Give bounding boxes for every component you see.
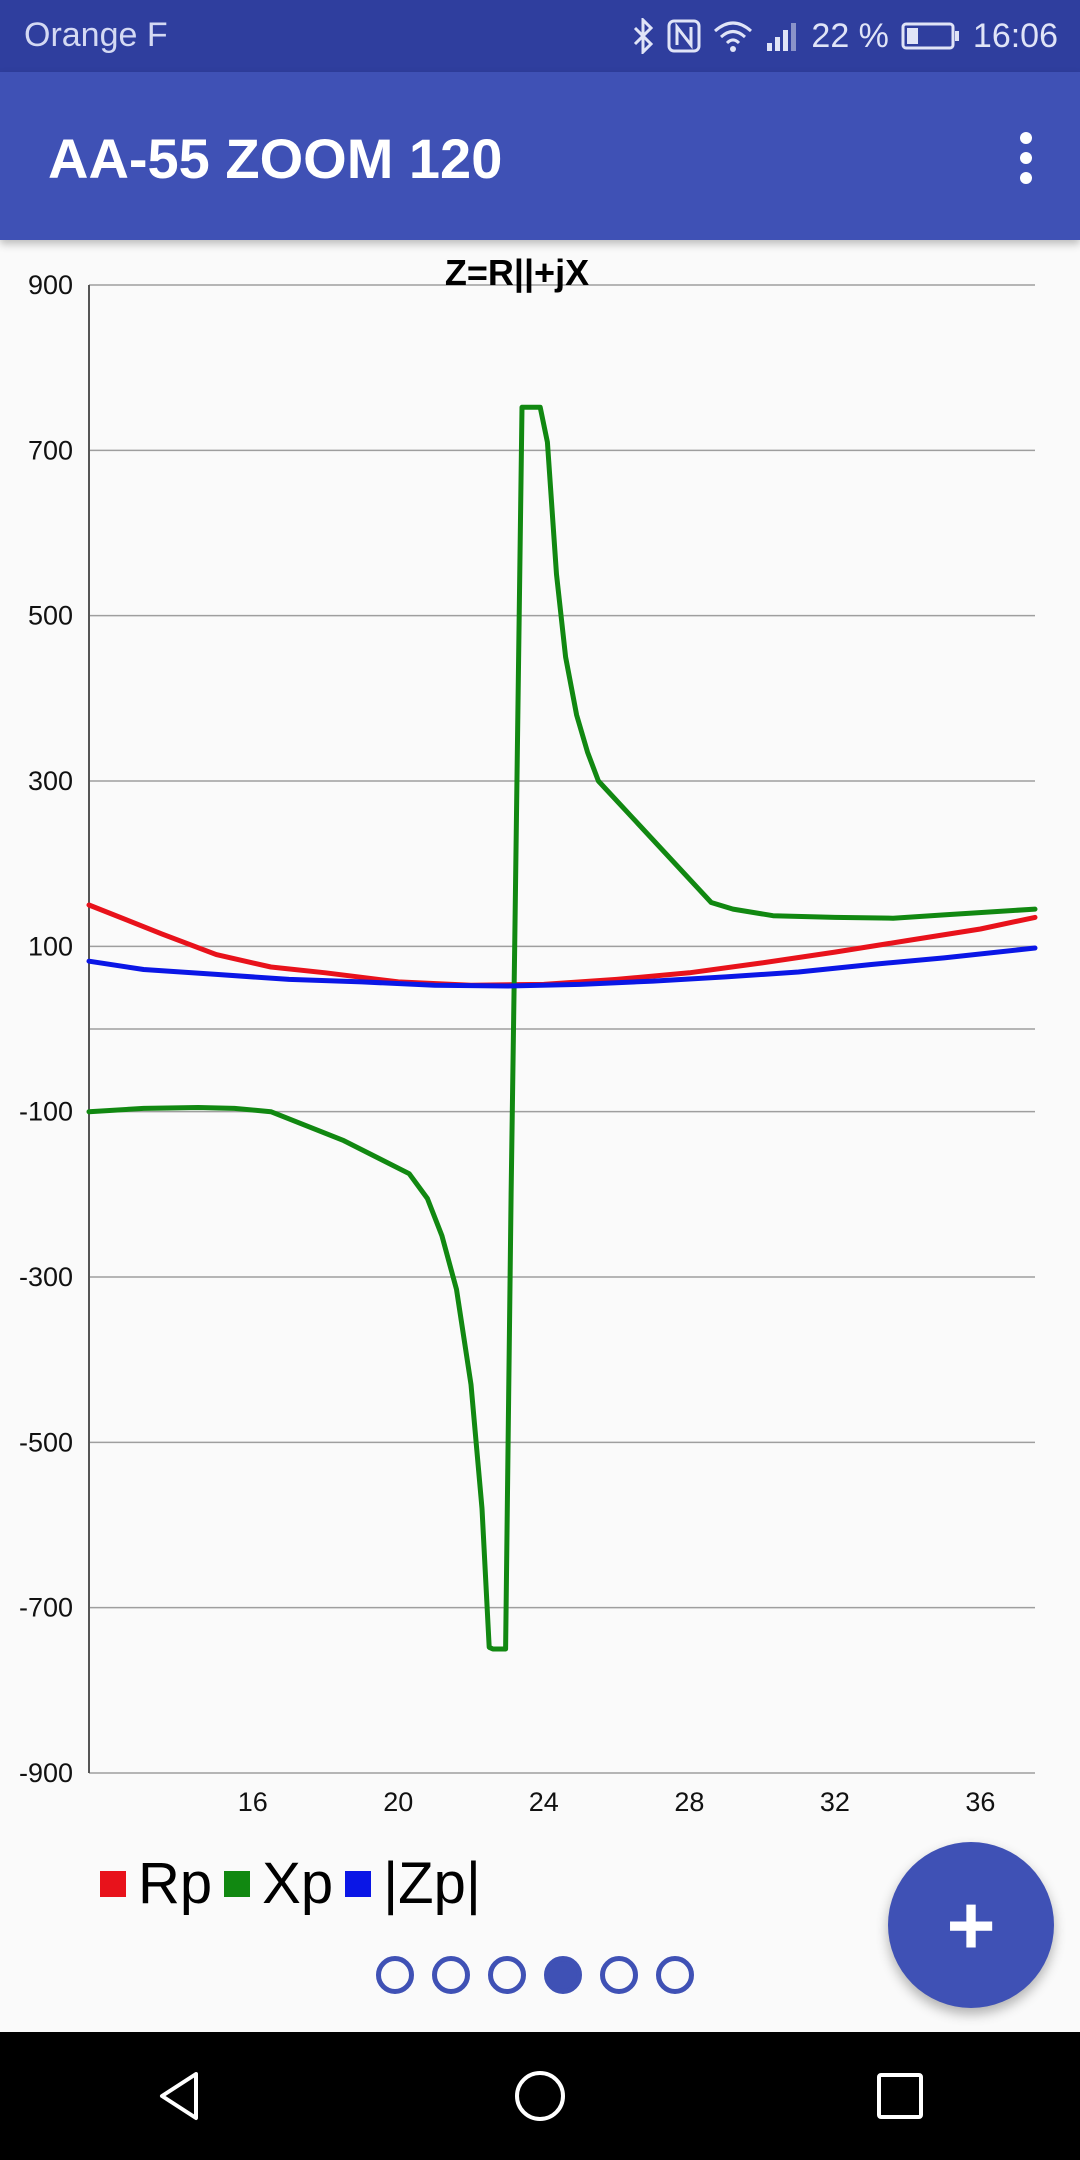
wifi-icon: [714, 21, 753, 52]
app-bar: AA-55 ZOOM 120: [0, 72, 1080, 240]
back-button[interactable]: [120, 2046, 240, 2146]
y-tick-label: 500: [28, 601, 73, 631]
legend-swatch-xp: [224, 1870, 251, 1897]
series-line-zp: [86, 945, 1038, 989]
y-tick-label: 300: [28, 766, 73, 796]
page-dot-3[interactable]: [488, 1956, 526, 1994]
chart-title: Z=R||+jX: [445, 252, 589, 294]
plus-icon: +: [946, 1878, 996, 1972]
status-bar: Orange F 22 % 16:06: [0, 0, 1080, 72]
page-title: AA-55 ZOOM 120: [48, 127, 503, 190]
status-icons: 22 % 16:06: [631, 12, 1058, 60]
system-nav-bar: [0, 2032, 1080, 2160]
y-tick-label: 100: [28, 931, 73, 961]
y-tick-label: -300: [19, 1262, 73, 1292]
y-tick-label: -500: [19, 1427, 73, 1457]
legend-item-xp: Xp: [224, 1850, 333, 1917]
x-tick-label: 32: [820, 1787, 850, 1817]
legend-item-zp: |Zp|: [345, 1850, 481, 1917]
bluetooth-icon: [634, 18, 654, 54]
home-button[interactable]: [480, 2046, 600, 2146]
page-dot-1[interactable]: [376, 1956, 414, 1994]
page-dot-5[interactable]: [600, 1956, 638, 1994]
x-tick-label: 20: [383, 1787, 413, 1817]
legend-label-zp: |Zp|: [383, 1851, 481, 1916]
x-tick-label: 36: [965, 1787, 995, 1817]
y-tick-label: -100: [19, 1097, 73, 1127]
y-tick-label: -700: [19, 1593, 73, 1623]
clock: 16:06: [972, 16, 1058, 55]
page-dot-6[interactable]: [656, 1956, 694, 1994]
legend-label-rp: Rp: [138, 1851, 213, 1916]
legend-label-xp: Xp: [262, 1851, 334, 1916]
legend-item-rp: Rp: [100, 1850, 212, 1917]
overflow-menu-button[interactable]: [1002, 128, 1050, 188]
legend-swatch-rp: [100, 1870, 126, 1897]
x-tick-label: 16: [238, 1787, 268, 1817]
x-tick-label: 28: [674, 1787, 704, 1817]
home-icon: [515, 2071, 565, 2121]
y-tick-label: 700: [28, 435, 73, 465]
y-tick-label: 900: [28, 270, 73, 300]
add-button[interactable]: +: [888, 1842, 1054, 2008]
carrier-label: Orange F: [24, 16, 168, 54]
signal-icon: [767, 23, 797, 51]
impedance-chart: 900 700 500 300 100 -100 -300 -500 -700 -900 16 20 2…: [19, 252, 1038, 1817]
battery-icon: [901, 22, 959, 50]
nfc-icon: [667, 19, 701, 53]
page-dot-2[interactable]: [432, 1956, 470, 1994]
recents-button[interactable]: [840, 2046, 960, 2146]
series-line-xp: [86, 404, 1038, 1652]
page-dot-4-active[interactable]: [544, 1956, 582, 1994]
battery-percent: 22 %: [811, 16, 889, 55]
y-tick-label: -900: [19, 1758, 73, 1788]
more-vert-icon: [1020, 132, 1032, 144]
back-icon: [160, 2072, 198, 2120]
chart-legend: Rp Xp |Zp|: [100, 1850, 493, 1917]
recents-icon: [877, 2073, 923, 2119]
legend-swatch-zp: [345, 1870, 372, 1897]
x-tick-label: 24: [529, 1787, 559, 1817]
page-indicator: [376, 1956, 694, 1994]
